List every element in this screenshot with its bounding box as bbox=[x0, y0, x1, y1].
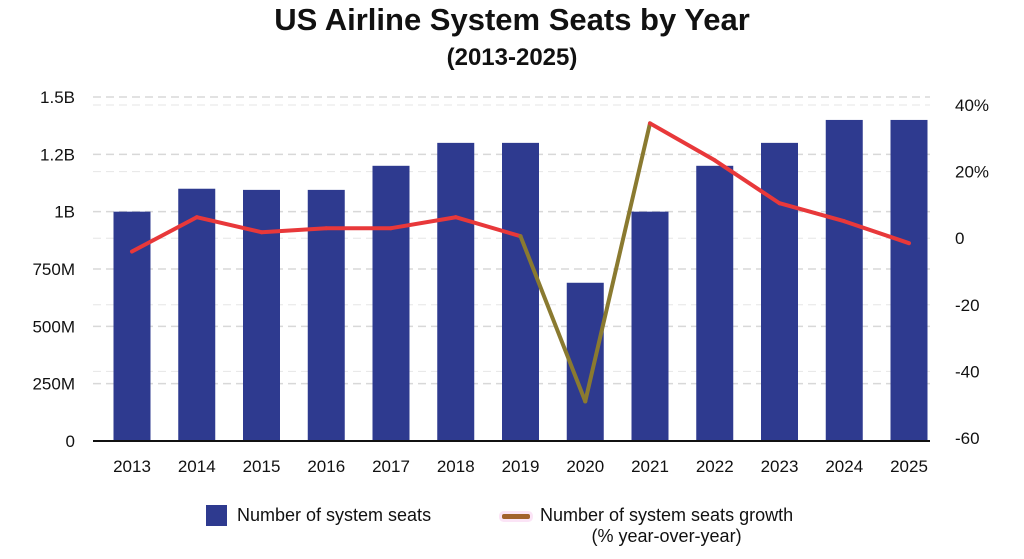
legend-swatch-line bbox=[502, 514, 530, 519]
x-tick-label: 2014 bbox=[178, 457, 216, 476]
x-tick-label: 2017 bbox=[372, 457, 410, 476]
right-tick-label: 20% bbox=[955, 163, 989, 182]
x-tick-label: 2024 bbox=[825, 457, 863, 476]
bar-2023 bbox=[761, 142, 798, 441]
legend-item-seats: Number of system seats bbox=[206, 505, 431, 526]
line-segment-2023-2024 bbox=[777, 201, 847, 224]
bar-2020 bbox=[566, 282, 604, 441]
line-segment-2019-2020 bbox=[518, 234, 588, 404]
legend-swatch-bar bbox=[206, 505, 227, 526]
line-segment-2013-2014 bbox=[130, 215, 199, 254]
line-segment-2020-2021 bbox=[583, 121, 652, 404]
left-tick-label: 750M bbox=[32, 260, 75, 279]
legend-label-seats: Number of system seats bbox=[237, 505, 432, 525]
right-tick-label: -60 bbox=[955, 429, 980, 448]
x-tick-label: 2025 bbox=[890, 457, 928, 476]
x-tick-label: 2013 bbox=[113, 457, 151, 476]
line-segment-2024-2025 bbox=[842, 219, 911, 246]
left-tick-label: 500M bbox=[32, 317, 75, 336]
right-tick-label: -40 bbox=[955, 362, 980, 381]
left-tick-label: 0 bbox=[66, 432, 75, 451]
right-tick-label: 40% bbox=[955, 96, 989, 115]
legend-label-growth-sub: (% year-over-year) bbox=[591, 526, 742, 546]
bar-2017 bbox=[372, 165, 410, 442]
chart-subtitle: (2013-2025) bbox=[446, 44, 578, 71]
x-tick-label: 2015 bbox=[243, 457, 281, 476]
x-tick-label: 2021 bbox=[631, 457, 669, 476]
line-segment-2021-2022 bbox=[648, 121, 717, 163]
bar-2025 bbox=[890, 119, 928, 441]
x-tick-label: 2023 bbox=[761, 457, 799, 476]
x-tick-label: 2022 bbox=[696, 457, 734, 476]
left-tick-label: 1.5B bbox=[40, 88, 75, 107]
x-tick-label: 2016 bbox=[307, 457, 345, 476]
line-segment-2014-2015 bbox=[194, 215, 264, 235]
x-tick-label: 2020 bbox=[566, 457, 604, 476]
bar-2018 bbox=[437, 142, 475, 441]
right-tick-label: 0 bbox=[955, 229, 964, 248]
x-tick-label: 2019 bbox=[502, 457, 540, 476]
legend-label-growth: Number of system seats growth bbox=[540, 505, 794, 525]
bar-2021 bbox=[631, 211, 669, 441]
line-segment-2022-2023 bbox=[712, 158, 782, 206]
bar-2014 bbox=[178, 188, 216, 441]
x-tick-label: 2018 bbox=[437, 457, 475, 476]
bar-2022 bbox=[696, 165, 734, 442]
bar-2019 bbox=[502, 142, 539, 441]
chart-title: US Airline System Seats by Year bbox=[274, 2, 750, 37]
left-tick-label: 1.2B bbox=[40, 145, 75, 164]
line-segment-2017-2018 bbox=[389, 215, 458, 231]
line-segment-2015-2016 bbox=[259, 226, 329, 235]
bar-2024 bbox=[825, 119, 863, 441]
left-tick-label: 1B bbox=[54, 203, 75, 222]
legend-item-growth: Number of system seats growth (% year-ov… bbox=[502, 505, 793, 547]
line-segment-2018-2019 bbox=[453, 215, 523, 239]
right-tick-label: -20 bbox=[955, 296, 980, 315]
bar-2016 bbox=[307, 189, 345, 441]
left-tick-label: 250M bbox=[32, 375, 75, 394]
